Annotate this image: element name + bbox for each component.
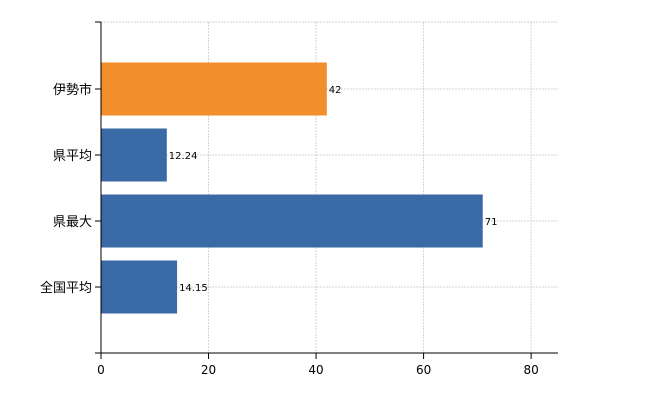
data-label-0: 42 <box>329 85 342 96</box>
data-label-1: 12.24 <box>169 151 198 162</box>
bars <box>101 62 483 314</box>
y-tick-label-3: 全国平均 <box>40 280 92 296</box>
x-tick-label-4: 80 <box>523 363 538 377</box>
x-tick-label-3: 60 <box>416 363 431 377</box>
bar-2 <box>101 194 483 248</box>
data-label-3: 14.15 <box>179 283 208 294</box>
bar-1 <box>101 128 167 182</box>
y-tick-label-2: 県最大 <box>53 215 92 230</box>
y-tick-label-1: 県平均 <box>53 149 92 164</box>
axes <box>95 21 558 359</box>
y-tick-label-0: 伊勢市 <box>53 82 92 98</box>
x-tick-label-0: 0 <box>97 363 105 377</box>
data-label-2: 71 <box>485 217 498 228</box>
x-tick-label-2: 40 <box>308 363 323 377</box>
x-tick-label-1: 20 <box>201 363 216 377</box>
bar-0 <box>101 62 327 116</box>
bar-3 <box>101 260 178 314</box>
